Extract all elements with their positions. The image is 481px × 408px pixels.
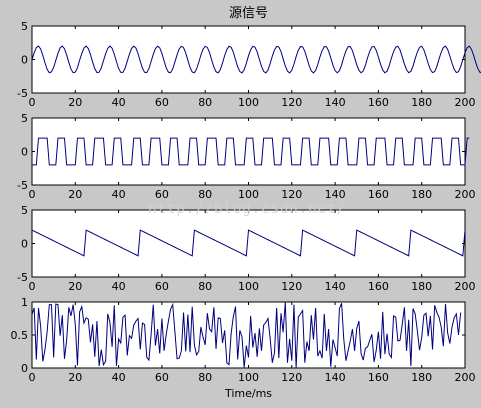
x-tick-label: 0 [29,96,36,109]
y-tick-label: 5 [21,204,28,217]
x-tick-label: 100 [238,96,259,109]
y-tick-label: 0 [21,238,28,251]
x-tick-label: 200 [455,188,476,201]
x-tick-label: 80 [198,371,212,384]
x-tick-label: 40 [112,188,126,201]
x-tick-label: 80 [198,188,212,201]
signal-line-3 [31,229,466,257]
x-tick-label: 160 [368,280,389,293]
x-tick-label: 40 [112,371,126,384]
x-tick-label: 120 [281,371,302,384]
x-tick-label: 40 [112,96,126,109]
x-tick-label: 160 [368,371,389,384]
x-tick-label: 120 [281,188,302,201]
x-tick-label: 0 [29,371,36,384]
x-tick-label: 60 [155,188,169,201]
y-tick-label: 5 [21,20,28,33]
x-tick-label: 200 [455,280,476,293]
x-tick-label: 80 [198,280,212,293]
x-tick-label: 180 [411,371,432,384]
x-tick-label: 120 [281,280,302,293]
y-tick-label: 0 [21,362,28,375]
x-axis-label: Time/ms [224,387,272,400]
x-tick-label: 100 [238,371,259,384]
x-tick-label: 100 [238,280,259,293]
x-tick-label: 20 [68,188,82,201]
x-tick-label: 60 [155,371,169,384]
x-tick-label: 140 [325,371,346,384]
signal-line-4 [31,301,462,369]
y-tick-label: 0 [21,54,28,67]
x-tick-label: 140 [325,280,346,293]
x-tick-label: 200 [455,371,476,384]
x-tick-label: 200 [455,96,476,109]
plot-area [31,25,466,94]
y-tick-label: 1 [21,296,28,309]
x-tick-label: 180 [411,96,432,109]
x-tick-label: 20 [68,280,82,293]
x-tick-label: 80 [198,96,212,109]
x-tick-label: 60 [155,96,169,109]
x-tick-label: 60 [155,280,169,293]
plot-area [31,301,466,369]
x-tick-label: 40 [112,280,126,293]
subplot-4: 0 20 40 60 80 100 120 140 160 180 200 1 0.5 0 Time/ms [11,296,476,400]
x-tick-label: 100 [238,188,259,201]
x-tick-label: 160 [368,96,389,109]
y-tick-label: 5 [21,112,28,125]
x-tick-label: 140 [325,96,346,109]
x-tick-label: 160 [368,188,389,201]
signal-line-2 [32,137,470,166]
x-tick-label: 20 [68,96,82,109]
x-tick-label: 140 [325,188,346,201]
x-tick-label: 20 [68,371,82,384]
chart-title: 源信号 [229,6,268,21]
x-tick-label: 180 [411,188,432,201]
y-tick-label: -5 [17,179,28,192]
plot-area [31,209,466,278]
plot-area [31,117,466,186]
y-tick-label: 0 [21,146,28,159]
x-tick-label: 120 [281,96,302,109]
y-tick-label: -5 [17,87,28,100]
x-tick-label: 0 [29,188,36,201]
x-tick-label: 0 [29,280,36,293]
y-tick-label: 0.5 [11,329,29,342]
signal-line-1 [31,45,481,74]
x-tick-label: 180 [411,280,432,293]
y-tick-label: -5 [17,271,28,284]
